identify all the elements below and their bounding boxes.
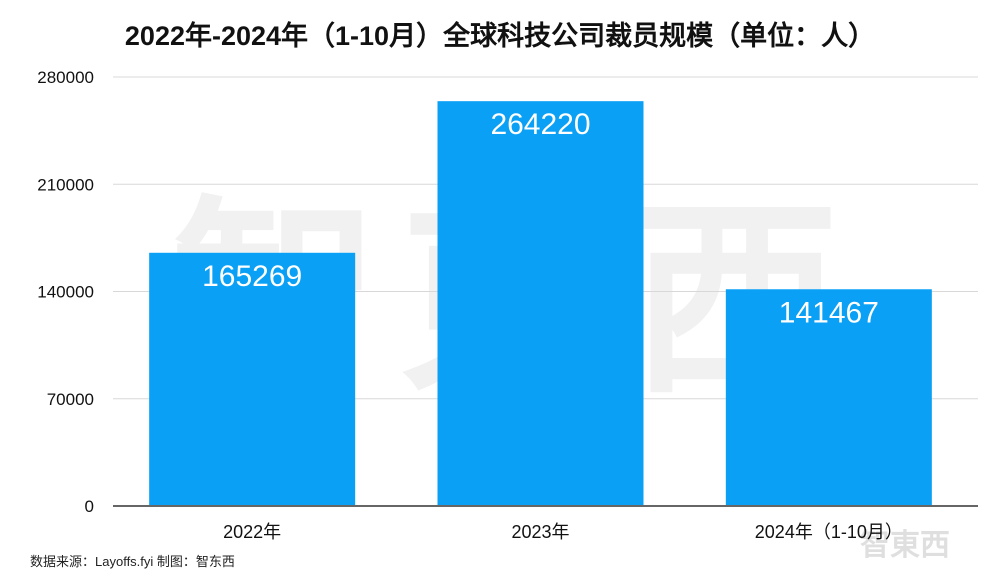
data-label: 141467 bbox=[779, 296, 879, 329]
bar bbox=[437, 101, 644, 506]
x-tick-label: 2023年 bbox=[511, 522, 569, 542]
corner-watermark-logo: 智東西 bbox=[860, 529, 950, 562]
x-tick-label: 2022年 bbox=[223, 522, 281, 542]
y-tick-label: 210000 bbox=[37, 175, 94, 194]
x-tick-label: 2024年（1-10月） bbox=[755, 522, 903, 542]
bar bbox=[725, 289, 932, 506]
data-label: 165269 bbox=[202, 260, 302, 293]
bar bbox=[149, 252, 356, 506]
y-tick-label: 280000 bbox=[37, 68, 94, 87]
source-note: 数据来源：Layoffs.fyi 制图：智东西 bbox=[30, 554, 235, 569]
y-tick-label: 0 bbox=[85, 497, 94, 516]
y-tick-label: 70000 bbox=[47, 390, 94, 409]
y-tick-label: 140000 bbox=[37, 283, 94, 302]
data-label: 264220 bbox=[490, 108, 590, 141]
chart-title: 2022年-2024年（1-10月）全球科技公司裁员规模（单位：人） bbox=[124, 21, 876, 51]
